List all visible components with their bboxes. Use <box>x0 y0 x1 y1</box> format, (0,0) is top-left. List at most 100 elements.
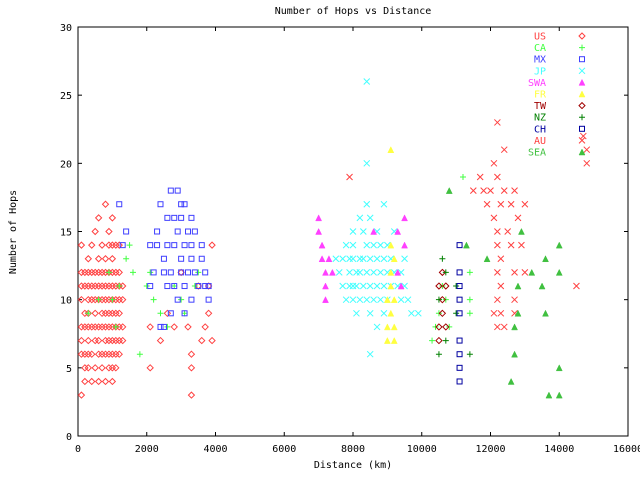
data-point <box>187 391 196 399</box>
data-point <box>346 173 353 181</box>
legend-label: JP <box>534 66 546 77</box>
data-point <box>88 377 96 386</box>
data-point <box>91 364 99 372</box>
data-point <box>178 214 185 221</box>
data-point <box>507 241 515 249</box>
data-point <box>353 309 360 317</box>
legend-label: NZ <box>534 113 546 124</box>
data-point <box>521 200 529 208</box>
legend-label: TW <box>534 101 547 112</box>
data-point <box>404 296 412 304</box>
data-point <box>353 269 360 276</box>
data-point <box>123 228 130 235</box>
data-point <box>359 255 367 263</box>
data-point <box>377 241 384 249</box>
data-point <box>380 255 388 263</box>
data-point <box>573 282 580 290</box>
data-point <box>202 269 209 276</box>
data-point <box>377 296 384 304</box>
data-point <box>397 296 405 304</box>
data-point <box>494 173 501 181</box>
data-point <box>204 309 213 318</box>
data-point <box>202 283 209 290</box>
data-point <box>408 309 415 317</box>
data-point <box>174 187 181 194</box>
data-point <box>147 283 154 290</box>
x-axis-label: Distance (km) <box>314 460 392 471</box>
data-point <box>438 268 447 277</box>
series-swa <box>315 214 408 303</box>
data-point <box>380 200 388 208</box>
data-point <box>401 241 408 249</box>
data-point <box>185 269 191 276</box>
data-point <box>108 377 117 386</box>
data-point <box>439 255 446 262</box>
data-point <box>191 269 198 276</box>
data-point <box>146 364 154 372</box>
data-point <box>160 269 167 276</box>
data-point <box>349 282 357 290</box>
x-tick-label: 14000 <box>544 444 574 455</box>
data-point <box>118 336 127 345</box>
data-point <box>370 296 377 304</box>
data-point <box>514 282 522 290</box>
data-point <box>356 214 364 222</box>
data-point <box>494 228 501 235</box>
data-point <box>373 323 381 331</box>
data-point <box>178 201 185 208</box>
data-point <box>160 323 167 330</box>
data-point <box>414 309 422 317</box>
data-point <box>187 364 196 372</box>
data-point <box>442 323 450 331</box>
data-point <box>538 282 546 290</box>
legend-label: CH <box>534 124 546 135</box>
data-point <box>435 282 443 290</box>
data-point <box>205 283 212 290</box>
data-point <box>542 309 549 317</box>
data-point <box>77 295 86 304</box>
data-point <box>315 214 323 222</box>
data-point <box>181 242 188 249</box>
data-point <box>154 242 161 249</box>
data-point <box>583 159 591 167</box>
data-point <box>356 255 364 263</box>
data-point <box>349 296 357 304</box>
data-point <box>84 364 93 372</box>
data-point <box>438 295 447 304</box>
data-point <box>555 268 563 276</box>
data-point <box>328 268 336 276</box>
data-point <box>157 323 164 330</box>
data-point <box>490 159 498 167</box>
data-point <box>322 268 329 276</box>
data-point <box>322 296 329 303</box>
data-point <box>456 364 463 371</box>
data-point <box>198 242 205 249</box>
data-point <box>349 228 357 235</box>
data-point <box>390 255 398 263</box>
data-point <box>164 242 171 249</box>
data-point <box>94 377 103 386</box>
data-point <box>380 282 388 290</box>
data-point <box>167 187 174 194</box>
data-point <box>514 309 522 317</box>
series-nz <box>435 255 473 358</box>
data-point <box>322 282 329 290</box>
data-point <box>116 283 123 290</box>
data-point <box>157 310 164 317</box>
data-point <box>178 255 185 262</box>
data-point <box>456 378 463 385</box>
data-point <box>112 323 119 330</box>
data-point <box>123 255 130 262</box>
x-tick-label: 0 <box>75 444 81 455</box>
data-point <box>390 296 398 303</box>
data-point <box>555 391 563 399</box>
data-point <box>208 336 216 345</box>
data-point <box>147 269 154 276</box>
data-point <box>442 282 450 290</box>
data-point <box>453 310 460 317</box>
data-point <box>373 282 381 290</box>
data-point <box>387 146 395 153</box>
data-point <box>112 364 120 372</box>
